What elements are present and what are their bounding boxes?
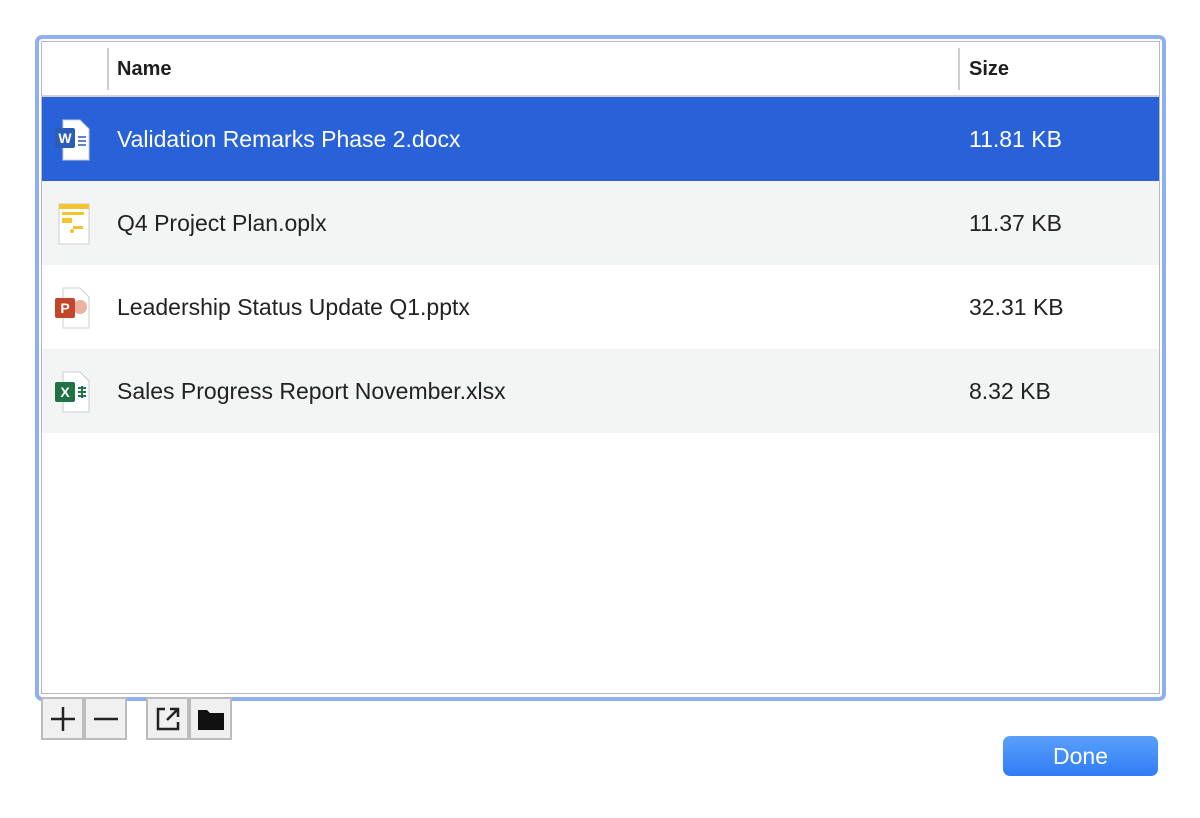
- focus-ring: [35, 35, 1166, 701]
- column-divider[interactable]: [958, 48, 960, 90]
- file-name: Sales Progress Report November.xlsx: [117, 378, 506, 404]
- remove-button[interactable]: [84, 697, 127, 740]
- svg-text:W: W: [58, 130, 72, 146]
- add-button[interactable]: [41, 697, 84, 740]
- table-row[interactable]: X Sales Progress Report November.xlsx 8.…: [42, 349, 1159, 433]
- folder-icon: [197, 709, 224, 730]
- file-size: 11.81 KB: [969, 126, 1062, 152]
- file-size: 32.31 KB: [969, 294, 1064, 320]
- table-header: Name Size: [42, 42, 1159, 97]
- excel-document-icon: X: [55, 371, 90, 413]
- svg-text:X: X: [60, 384, 70, 400]
- file-size: 11.37 KB: [969, 210, 1062, 236]
- file-name: Validation Remarks Phase 2.docx: [117, 126, 461, 152]
- reveal-in-folder-button[interactable]: [189, 697, 232, 740]
- file-size: 8.32 KB: [969, 378, 1051, 404]
- svg-text:P: P: [60, 300, 69, 316]
- word-document-icon: W: [55, 119, 90, 161]
- powerpoint-document-icon: P: [55, 287, 90, 329]
- column-header-name[interactable]: Name: [117, 58, 172, 80]
- table-row[interactable]: W Validation Remarks Phase 2.docx 11.81 …: [42, 97, 1159, 181]
- file-name: Leadership Status Update Q1.pptx: [117, 294, 470, 320]
- table-row[interactable]: Q4 Project Plan.oplx 11.37 KB: [42, 181, 1159, 265]
- minus-icon: [93, 717, 118, 720]
- file-name: Q4 Project Plan.oplx: [117, 210, 327, 236]
- table-row[interactable]: P Leadership Status Update Q1.pptx 32.31…: [42, 265, 1159, 349]
- add-icon: [50, 706, 75, 731]
- omniplan-document-icon: [58, 203, 90, 245]
- open-button[interactable]: [146, 697, 189, 740]
- done-button[interactable]: Done: [1003, 736, 1158, 776]
- file-table[interactable]: Name Size W Validation Remarks Phase 2.d…: [41, 41, 1160, 694]
- column-divider[interactable]: [107, 48, 109, 90]
- column-header-size[interactable]: Size: [969, 58, 1010, 80]
- open-external-icon: [156, 707, 179, 730]
